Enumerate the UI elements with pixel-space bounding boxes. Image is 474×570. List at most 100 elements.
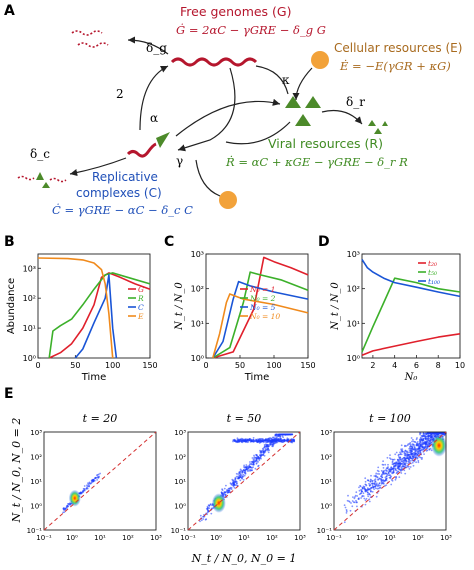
scatter-point [370, 482, 373, 485]
scatter-point [239, 479, 242, 482]
scatter-point [374, 480, 377, 483]
y-tick-label: 10³ [191, 250, 204, 259]
y-tick-label: 10¹ [320, 478, 332, 486]
y-tick-label: 10⁰ [191, 354, 204, 363]
y-tick-label: 10⁰ [30, 503, 42, 511]
scatter-point [393, 462, 396, 465]
scatter-point [370, 487, 372, 490]
scatter-point [422, 449, 425, 451]
scatter-point [234, 440, 237, 443]
scatter-point [258, 459, 261, 462]
two-label: 2 [116, 87, 124, 101]
scatter-point [259, 449, 261, 452]
scatter-point [404, 453, 407, 456]
scatter-point [232, 479, 235, 482]
scatter-point [345, 512, 348, 514]
y-tick-label: 10³ [320, 429, 332, 437]
scatter-point [80, 491, 82, 494]
scatter-point [356, 505, 358, 508]
scatter-point [403, 463, 405, 466]
scatter-point [426, 447, 429, 449]
scatter-point [377, 466, 380, 469]
scatter-point [407, 457, 409, 460]
scatter-point [396, 462, 399, 464]
scatter-point [206, 508, 209, 510]
scatter-point [238, 474, 241, 477]
scatter-point [361, 487, 364, 489]
scatter-point [243, 439, 246, 441]
scatter-point [400, 467, 403, 470]
viral-resource-triangle [285, 96, 301, 108]
scatter-point [208, 507, 211, 510]
scatter-point [293, 439, 296, 442]
scatter-point [411, 446, 414, 449]
scatter-point [405, 457, 408, 460]
scatter-point [204, 518, 207, 521]
x-tick-label: 10¹ [94, 534, 106, 542]
scatter-point [254, 467, 257, 470]
series-line-0 [361, 333, 461, 357]
scatter-point [389, 469, 391, 471]
scatter-point [391, 463, 394, 466]
scatter-point [407, 443, 410, 445]
scatter-point [394, 453, 397, 456]
scatter-point [360, 488, 362, 491]
x-tick-label: 100 [266, 361, 281, 370]
scatter-point [366, 493, 369, 496]
scatter-point [85, 487, 88, 490]
scatter-point [405, 462, 407, 465]
scatter-point [394, 478, 397, 481]
scatter-point [425, 435, 428, 438]
replicative-title: Replicative [92, 170, 158, 184]
scatter-point [415, 454, 418, 457]
scatter-point [242, 475, 244, 478]
scatter-point [356, 495, 359, 497]
scatter-point [400, 444, 403, 447]
y-tick-label: 10² [23, 294, 36, 303]
scatter-point [354, 494, 357, 497]
cellular-resource-circle [311, 51, 329, 69]
scatter-point [199, 514, 202, 517]
series-line-1 [212, 271, 309, 359]
scatter-point [416, 441, 419, 443]
x-axis-label: Time [244, 372, 269, 383]
series-line-1 [48, 272, 151, 359]
scatter-point [401, 448, 404, 450]
plot-frame [37, 253, 151, 359]
scatter-point [395, 451, 398, 454]
scatter-point [364, 499, 367, 502]
scatter-point [233, 486, 236, 489]
scatter-point [383, 473, 385, 475]
scatter-point [354, 496, 356, 498]
degraded-complex [36, 172, 44, 180]
scatter-point [366, 488, 369, 491]
density-hotspot [68, 489, 81, 507]
scatter-point [368, 498, 371, 501]
scatter-point [279, 433, 281, 436]
scatter-point [369, 489, 372, 492]
scatter-point [390, 483, 393, 486]
scatter-point [404, 472, 407, 475]
scatter-point [427, 442, 429, 445]
viral-resources-equation: Ṙ = αC + κGE − γGRE − δ_r R [225, 155, 408, 169]
scatter-point [90, 482, 93, 485]
scatter-point [398, 460, 401, 463]
scatter-point [376, 487, 379, 490]
scatter-point [408, 468, 411, 470]
scatter-point [234, 478, 237, 481]
legend-label: N₀ = 10 [249, 312, 280, 321]
panel-label-c: C [164, 234, 174, 250]
scatter-point [273, 440, 276, 443]
plot-frame [205, 253, 309, 359]
scatter-point [250, 463, 253, 466]
scatter-point [267, 445, 269, 448]
scatter-point [411, 461, 414, 464]
x-tick-label: 50 [235, 361, 245, 370]
scatter-point [91, 481, 94, 483]
panel-e-subplot-1: t = 50 10⁻¹10⁻¹ 10⁰ 10⁰ 10¹ 10¹ 10² 10² 10³ 10³ [171, 412, 306, 542]
gamma-label: γ [176, 154, 183, 168]
scatter-point [382, 471, 384, 474]
scatter-point [442, 433, 445, 436]
scatter-point [390, 468, 393, 471]
